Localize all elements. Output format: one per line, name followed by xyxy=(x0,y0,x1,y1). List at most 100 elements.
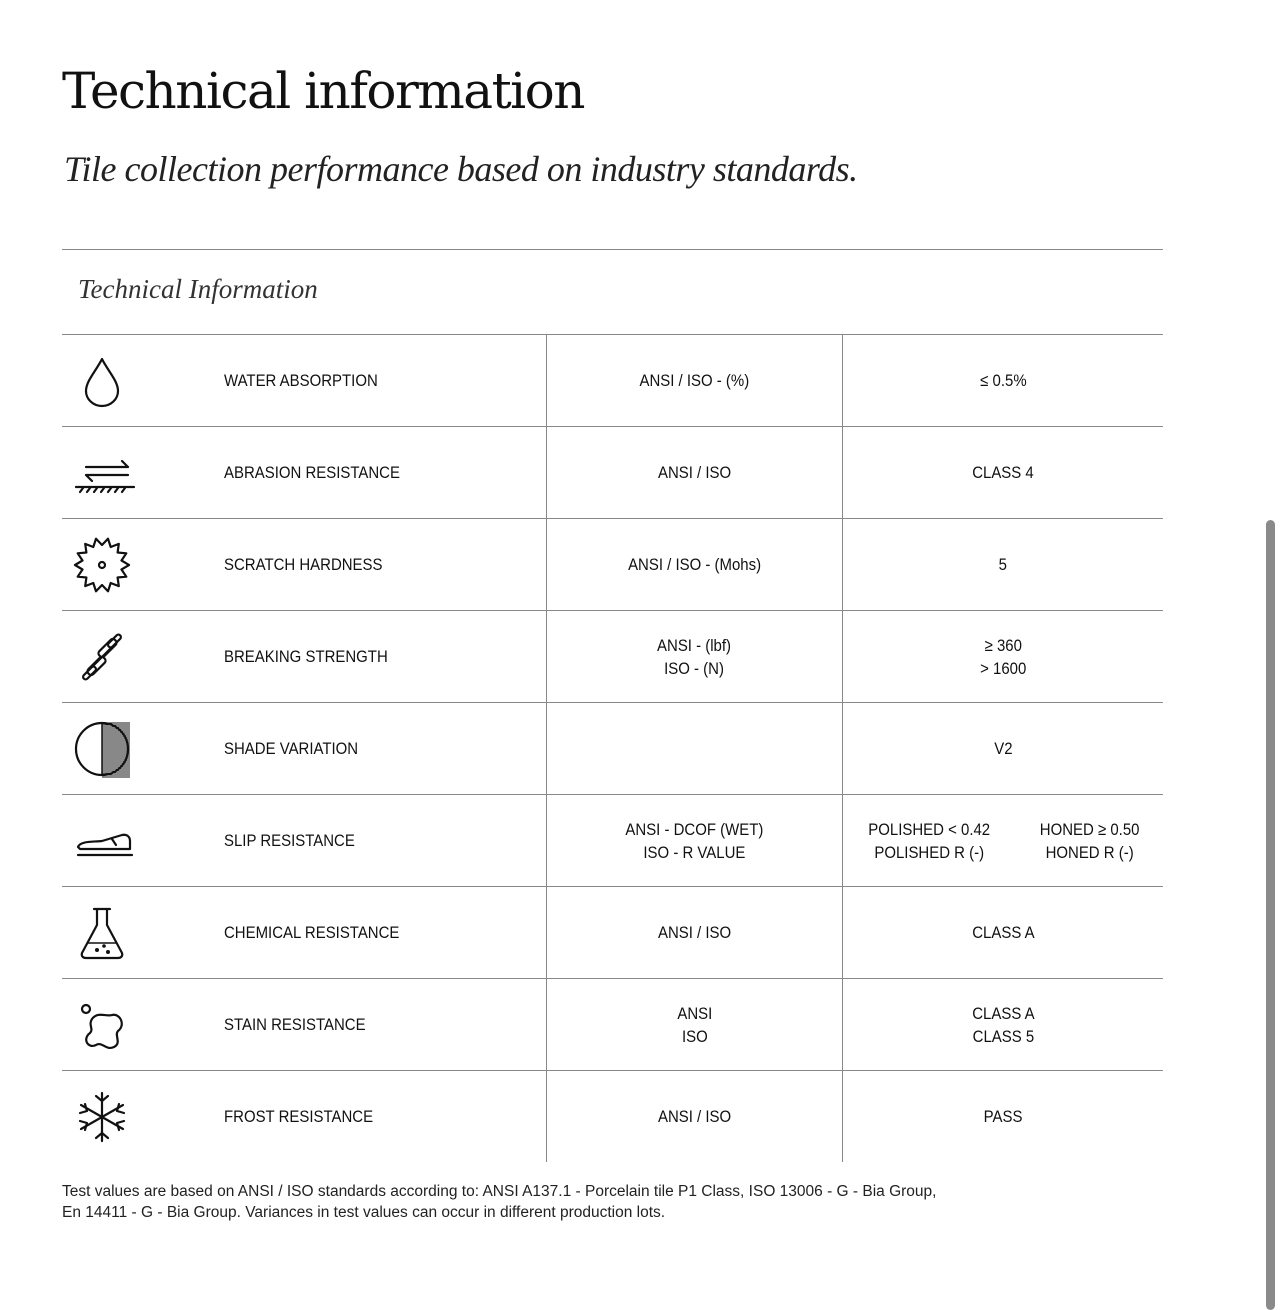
cell-text: ISO - R VALUE xyxy=(643,842,746,862)
table-row: SCRATCH HARDNESS ANSI / ISO - (Mohs) 5 xyxy=(62,518,1163,611)
standard-text: ANSI / ISO xyxy=(658,461,731,484)
value-cell: POLISHED < 0.42 POLISHED R (-) HONED ≥ 0.5… xyxy=(842,794,1163,887)
value-cell: 5 xyxy=(842,518,1163,611)
table-row: BREAKING STRENGTH ANSI - (lbf) ISO - (N) … xyxy=(62,610,1163,703)
value-cell: ≥ 360 > 1600 xyxy=(842,610,1163,703)
standard-cell: ANSI / ISO - (Mohs) xyxy=(546,518,843,611)
value-cell: CLASS A xyxy=(842,886,1163,979)
cell-text: ≥ 360 xyxy=(984,635,1022,655)
property-label: SCRATCH HARDNESS xyxy=(210,518,547,611)
standard-text: ANSI ISO xyxy=(677,1002,712,1048)
property-label: FROST RESISTANCE xyxy=(210,1071,547,1163)
standard-cell: ANSI / ISO - (%) xyxy=(546,335,843,427)
cell-text: ISO xyxy=(681,1026,708,1046)
cell-text: ANSI / ISO xyxy=(657,1107,732,1126)
property-label: BREAKING STRENGTH xyxy=(210,610,547,703)
cell-text: > 1600 xyxy=(979,658,1027,678)
standard-text: ANSI / ISO xyxy=(658,1105,731,1128)
divider xyxy=(62,249,1163,250)
property-label: ABRASION RESISTANCE xyxy=(210,426,547,519)
property-label: SLIP RESISTANCE xyxy=(210,794,547,887)
cell-text: ANSI / ISO xyxy=(657,923,732,942)
value-cell: PASS xyxy=(842,1070,1163,1162)
label-text: SCRATCH HARDNESS xyxy=(224,555,383,574)
standard-text: ANSI - DCOF (WET) ISO - R VALUE xyxy=(626,818,764,864)
value-text: CLASS A CLASS 5 xyxy=(972,1002,1034,1048)
cell-text: ANSI xyxy=(677,1003,712,1023)
cell-text: POLISHED < 0.42 xyxy=(868,819,991,839)
cell-text: V2 xyxy=(993,739,1013,758)
gear-icon xyxy=(62,518,210,611)
value-column: POLISHED < 0.42 POLISHED R (-) xyxy=(868,818,990,864)
label-text: WATER ABSORPTION xyxy=(224,371,378,390)
cell-text: CLASS A xyxy=(971,1003,1035,1023)
cell-text: ISO - (N) xyxy=(664,658,725,678)
label-text: STAIN RESISTANCE xyxy=(224,1015,366,1034)
table-row: CHEMICAL RESISTANCE ANSI / ISO CLASS A xyxy=(62,886,1163,979)
label-text: CHEMICAL RESISTANCE xyxy=(224,923,400,942)
cell-text: POLISHED R (-) xyxy=(874,842,985,862)
value-text: PASS xyxy=(984,1105,1023,1128)
value-text: ≤ 0.5% xyxy=(980,369,1026,392)
value-text: CLASS A xyxy=(972,921,1034,944)
value-cell: CLASS A CLASS 5 xyxy=(842,978,1163,1071)
label-text: FROST RESISTANCE xyxy=(224,1107,374,1126)
cell-text: ANSI / ISO - (%) xyxy=(639,371,750,390)
label-text: ABRASION RESISTANCE xyxy=(224,463,400,482)
value-cell: CLASS 4 xyxy=(842,426,1163,519)
footnote-line: Test values are based on ANSI / ISO stan… xyxy=(62,1183,937,1200)
standard-cell: ANSI / ISO xyxy=(546,886,843,979)
standard-cell: ANSI - (lbf) ISO - (N) xyxy=(546,610,843,703)
page-title: Technical information xyxy=(62,62,585,120)
scrollbar[interactable] xyxy=(1266,520,1275,1310)
cell-text: ANSI - DCOF (WET) xyxy=(625,819,764,839)
table-row: SHADE VARIATION V2 xyxy=(62,702,1163,795)
cell-text: PASS xyxy=(983,1107,1023,1126)
standard-text: ANSI - (lbf) ISO - (N) xyxy=(658,634,732,680)
table-row: ABRASION RESISTANCE ANSI / ISO CLASS 4 xyxy=(62,426,1163,519)
cell-text: ANSI - (lbf) xyxy=(657,635,732,655)
value-column: HONED ≥ 0.50 HONED R (-) xyxy=(1039,818,1139,864)
value-text: ≥ 360 > 1600 xyxy=(980,634,1026,680)
cell-text: CLASS 4 xyxy=(972,463,1034,482)
property-label: CHEMICAL RESISTANCE xyxy=(210,886,547,979)
property-label: SHADE VARIATION xyxy=(210,702,547,795)
cell-text: CLASS 5 xyxy=(972,1026,1034,1046)
standard-cell: ANSI - DCOF (WET) ISO - R VALUE xyxy=(546,794,843,887)
table-row: WATER ABSORPTION ANSI / ISO - (%) ≤ 0.5% xyxy=(62,335,1163,427)
standard-cell: ANSI / ISO xyxy=(546,1070,843,1162)
standard-cell xyxy=(546,702,843,795)
value-cell: V2 xyxy=(842,702,1163,795)
shoe-icon xyxy=(62,794,210,887)
standard-cell: ANSI / ISO xyxy=(546,426,843,519)
property-label: WATER ABSORPTION xyxy=(210,335,547,427)
standard-text: ANSI / ISO xyxy=(658,921,731,944)
cell-text: HONED ≥ 0.50 xyxy=(1039,819,1140,839)
snowflake-icon xyxy=(62,1071,210,1163)
label-text: SLIP RESISTANCE xyxy=(224,831,355,850)
abrasion-icon xyxy=(62,426,210,519)
cell-text: ANSI / ISO xyxy=(657,463,732,482)
value-text: CLASS 4 xyxy=(972,461,1034,484)
section-title: Technical Information xyxy=(78,274,318,304)
stain-icon xyxy=(62,978,210,1071)
page-subtitle: Tile collection performance based on ind… xyxy=(64,149,858,189)
table-row: FROST RESISTANCE ANSI / ISO PASS xyxy=(62,1070,1163,1163)
water-drop-icon xyxy=(62,335,210,427)
value-cell: ≤ 0.5% xyxy=(842,335,1163,427)
table-row: STAIN RESISTANCE ANSI ISO CLASS A CLASS 5 xyxy=(62,978,1163,1071)
footnote: Test values are based on ANSI / ISO stan… xyxy=(62,1181,936,1223)
cell-text: ≤ 0.5% xyxy=(979,371,1027,390)
value-text: V2 xyxy=(994,737,1012,760)
divider xyxy=(62,334,1163,335)
flask-icon xyxy=(62,886,210,979)
value-text: 5 xyxy=(999,553,1007,576)
technical-table: WATER ABSORPTION ANSI / ISO - (%) ≤ 0.5%… xyxy=(62,335,1163,1162)
half-circle-icon xyxy=(62,702,210,795)
cell-text: ANSI / ISO - (Mohs) xyxy=(627,555,761,574)
property-label: STAIN RESISTANCE xyxy=(210,978,547,1071)
cell-text: CLASS A xyxy=(971,923,1035,942)
footnote-line: En 14411 - G - Bia Group. Variances in t… xyxy=(62,1204,666,1221)
label-text: BREAKING STRENGTH xyxy=(224,647,388,666)
dumbbell-icon xyxy=(62,610,210,703)
